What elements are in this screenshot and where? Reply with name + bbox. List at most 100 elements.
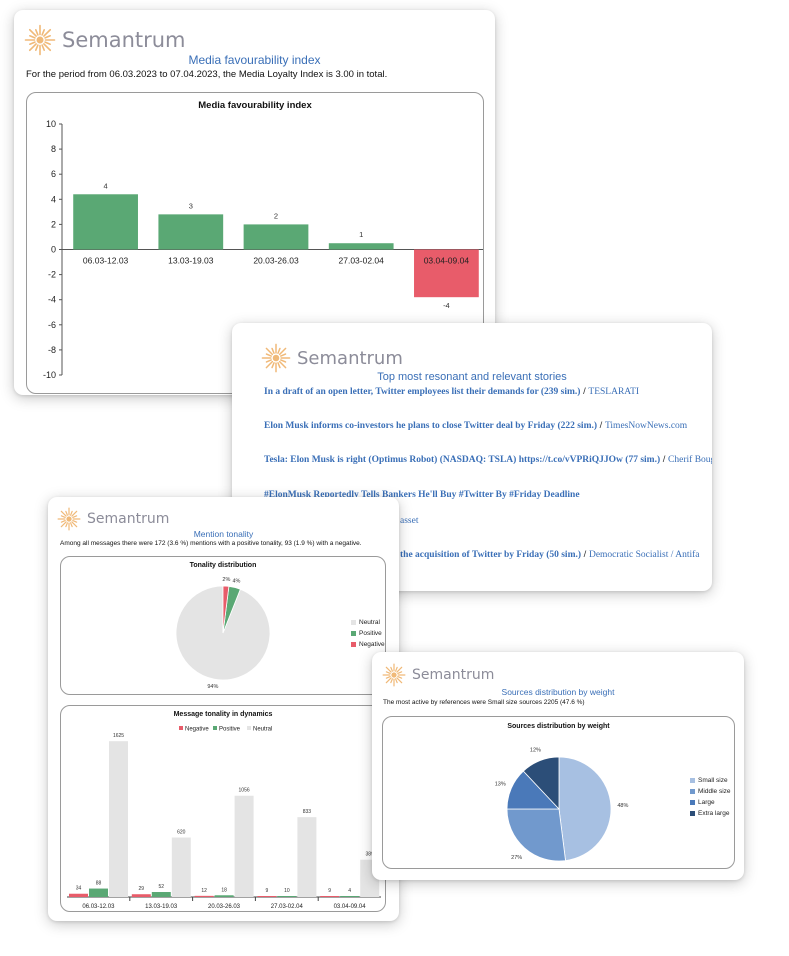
x-category-label: 27.03-02.04 — [339, 256, 385, 266]
story-item[interactable]: the acquisition of Twitter by Friday (50… — [400, 549, 700, 560]
logo-ray — [28, 43, 37, 52]
semantrum-logo: Semantrum — [57, 507, 169, 531]
sources-heading: Sources distribution by weight — [501, 687, 615, 697]
bar — [89, 888, 108, 897]
bar-value-label: 18 — [221, 887, 227, 893]
sun-logo-icon — [261, 343, 291, 373]
y-tick-label: -6 — [48, 320, 56, 330]
logo-ray — [60, 519, 66, 523]
pie-slice-label: 2% — [222, 577, 230, 583]
bar-value-label: 4 — [104, 181, 108, 190]
logo-ray — [265, 360, 274, 369]
logo-ray — [396, 666, 403, 673]
logo-ray — [34, 44, 39, 51]
logo-ray — [265, 347, 274, 356]
logo-ray — [390, 678, 394, 684]
x-category-label: 13.03-19.03 — [145, 904, 178, 910]
logo-ray — [41, 29, 46, 36]
bar — [340, 896, 360, 897]
story-source-link[interactable]: TESLARATI — [588, 387, 640, 397]
story-item[interactable]: asset — [400, 515, 418, 526]
story-item[interactable]: Tesla: Elon Musk is right (Optimus Robot… — [264, 454, 712, 465]
y-tick-label: 4 — [51, 194, 56, 204]
bar-value-label: 389 — [366, 852, 375, 858]
pie-slice — [522, 756, 560, 811]
story-source-link[interactable]: Democratic Socialist / Antifa — [588, 550, 700, 560]
brand-name: Semantrum — [297, 347, 403, 369]
bar-value-label: 34 — [76, 886, 82, 892]
logo-ray — [43, 28, 52, 37]
legend-item-middle: Middle size — [690, 786, 731, 797]
logo-ray — [29, 34, 36, 39]
tonality-dynamics-title: Message tonality in dynamics — [173, 711, 273, 718]
logo-ray — [60, 515, 66, 519]
x-category-label: 03.04-09.04 — [424, 256, 470, 266]
tonality-heading: Mention tonality — [193, 529, 254, 539]
stories-report-card: Semantrum Top most resonant and relevant… — [232, 323, 712, 591]
logo-ray — [277, 347, 281, 354]
logo-ray — [72, 515, 78, 519]
bar — [214, 895, 234, 897]
logo-ray — [265, 359, 272, 363]
x-category-label: 06.03-12.03 — [82, 904, 115, 910]
pie-slice-label: 13% — [495, 782, 506, 788]
y-tick-label: -8 — [48, 345, 56, 355]
logo-ray — [29, 41, 36, 46]
logo-ray — [28, 28, 37, 37]
bar-value-label: 620 — [177, 830, 186, 836]
brand-name: Semantrum — [62, 28, 186, 52]
pie-slice-label: 48% — [617, 803, 628, 809]
brand-name: Semantrum — [412, 667, 495, 683]
story-source-link[interactable]: TimesNowNews.com — [604, 421, 688, 431]
tonality-subtitle: Among all messages there were 172 (3.6 %… — [60, 540, 362, 547]
bar-value-label: 10 — [284, 888, 290, 894]
logo-ray — [69, 510, 73, 516]
logo-ray — [278, 360, 287, 369]
story-item[interactable]: #ElonMusk Reportedly Tells Bankers He'll… — [264, 490, 580, 500]
pie-slice-label: 12% — [530, 747, 541, 753]
bar-value-label: 12 — [201, 888, 207, 894]
bar — [234, 795, 254, 897]
y-tick-label: -2 — [48, 270, 56, 280]
logo-ray — [385, 666, 392, 673]
sources-pie-legend: Small size Middle size Large Extra large — [690, 775, 731, 819]
tonality-dynamics-frame: Message tonality in dynamics Negative Pos… — [60, 705, 386, 912]
sun-logo-icon — [57, 507, 81, 531]
semantrum-logo: Semantrum — [261, 343, 403, 373]
logo-ray — [271, 362, 275, 369]
bar-value-label: 833 — [303, 809, 312, 815]
x-category-label: 03.04-09.04 — [334, 904, 367, 910]
logo-ray — [60, 510, 67, 517]
legend-item-large: Large — [690, 797, 731, 808]
story-source-link[interactable]: Cherif Bougriou — [668, 455, 712, 465]
legend-swatch — [247, 726, 251, 730]
logo-ray — [65, 522, 69, 528]
story-item[interactable]: In a draft of an open letter, Twitter em… — [264, 386, 640, 397]
story-source-link[interactable]: asset — [400, 516, 419, 526]
bar — [414, 249, 479, 298]
legend-label: Positive — [219, 727, 241, 733]
bar — [194, 895, 214, 897]
logo-core — [66, 516, 72, 522]
logo-ray — [394, 678, 398, 684]
story-item[interactable]: Elon Musk informs co-investors he plans … — [264, 420, 688, 431]
logo-ray — [41, 44, 46, 51]
logo-ray — [390, 666, 394, 672]
tonality-pie-chart: 94% 4%2% — [175, 577, 271, 690]
sources-pie-frame: Sources distribution by weight 48% 27% 13%… — [382, 716, 735, 869]
x-category-label: 27.03-02.04 — [271, 904, 304, 910]
bar-value-label: 29 — [139, 886, 145, 892]
logo-ray — [34, 29, 39, 36]
logo-ray — [72, 519, 78, 523]
tonality-dynamics-chart: Negative Positive Neutral 34 88 1625 06.03-12.… — [67, 726, 381, 910]
bar — [109, 741, 128, 897]
stories-heading: Top most resonant and relevant stories — [377, 371, 567, 383]
bar-value-label: 2 — [274, 211, 278, 220]
bar — [69, 893, 88, 897]
bar — [277, 896, 297, 897]
logo-ray — [280, 359, 287, 363]
legend-label: Negative — [185, 727, 209, 733]
logo-ray — [397, 675, 403, 679]
favourability-subtitle: For the period from 06.03.2023 to 07.04.… — [26, 69, 388, 80]
tonality-pie-title: Tonality distribution — [189, 562, 257, 569]
